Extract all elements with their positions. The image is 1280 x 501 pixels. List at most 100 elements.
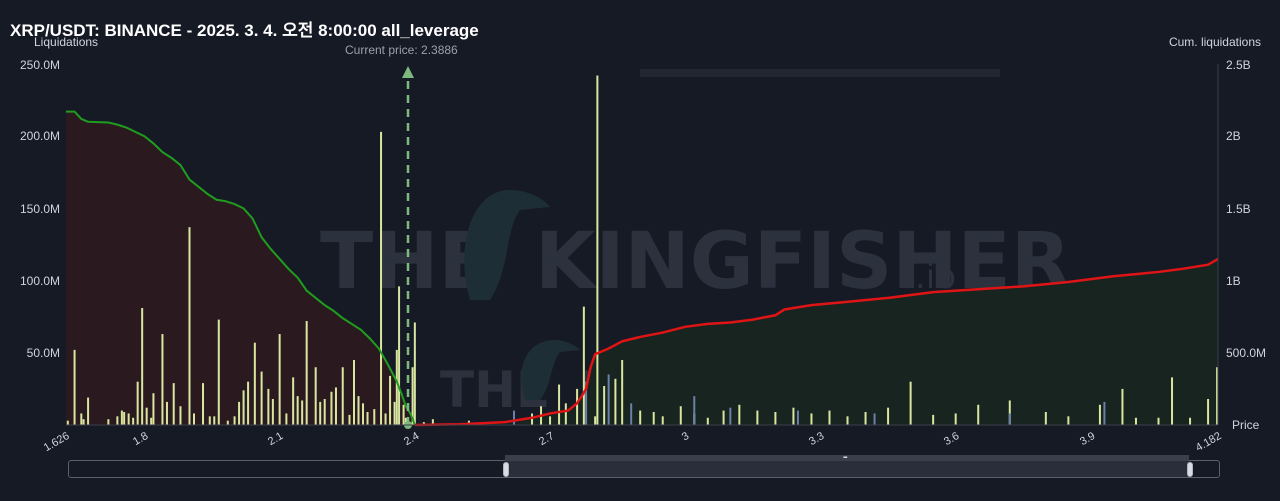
liquidation-bar [362, 403, 365, 425]
liquidation-bar [217, 319, 220, 425]
liquidation-bar [1207, 399, 1210, 425]
right-tick: 2B [1226, 129, 1241, 143]
liquidation-bar [722, 410, 725, 425]
liquidation-bar [810, 413, 813, 425]
liquidation-bar [193, 413, 195, 425]
liquidation-bar [373, 409, 376, 425]
liquidation-bar [576, 388, 579, 425]
liquidation-bar [267, 388, 270, 425]
liquidation-bar [402, 404, 405, 425]
liquidation-bar [558, 384, 561, 425]
liquidation-bar [1157, 417, 1160, 425]
liquidation-bar [873, 413, 876, 425]
liquidation-bar [582, 306, 585, 425]
liquidation-bar [165, 401, 168, 425]
liquidation-bar [213, 416, 216, 425]
liquidation-bar [341, 367, 344, 425]
right-tick: 1.5B [1226, 202, 1251, 216]
liquidation-bar [431, 419, 434, 425]
liquidation-bar [319, 401, 322, 425]
liquidation-bar [301, 400, 304, 425]
liquidation-bar [348, 414, 351, 425]
liquidation-bar [87, 397, 90, 425]
liquidation-bar [132, 417, 135, 425]
liquidation-bar [179, 406, 182, 425]
current-price-arrow-icon [402, 66, 414, 78]
liquidation-bar [323, 399, 326, 425]
liquidation-bar [127, 413, 130, 425]
range-handle-left[interactable] [503, 462, 509, 477]
range-scrollbar[interactable] [68, 460, 1220, 478]
liquidation-bar [247, 381, 250, 425]
liquidation-bar [1121, 388, 1124, 425]
liquidation-bar [1008, 400, 1011, 425]
liquidation-bar [395, 349, 398, 425]
liquidation-bar [296, 396, 299, 425]
short-cum-line [414, 257, 1219, 427]
liquidation-bar [188, 227, 191, 425]
liquidation-bar [285, 413, 288, 425]
liquidation-bar [1044, 412, 1047, 425]
range-selection[interactable] [506, 461, 1190, 477]
liquidation-bar [864, 412, 867, 425]
watermark-text-large: THE [320, 217, 492, 307]
liquidation-bar [796, 410, 799, 425]
liquidation-bar [630, 403, 633, 425]
left-tick: 250.0M [19, 58, 60, 72]
liquidation-bar [357, 396, 360, 425]
liquidation-bar [594, 416, 597, 425]
liquidation-bar [398, 286, 401, 425]
liquidation-bar [846, 416, 849, 425]
x-axis-title: Price [1232, 418, 1260, 432]
range-grip-bar[interactable] [505, 455, 1189, 461]
liquidation-bar [1134, 417, 1137, 425]
liquidation-bar [238, 401, 241, 425]
liquidation-bar [792, 407, 795, 425]
liquidation-bar [1216, 367, 1219, 425]
liquidation-bar [585, 381, 588, 425]
liquidation-bar [1008, 413, 1011, 425]
range-handle-right[interactable] [1187, 462, 1193, 477]
liquidation-bar [107, 419, 110, 425]
liquidation-bar [145, 407, 148, 425]
liquidation-bar [1171, 377, 1174, 425]
right-tick: 2.5B [1226, 58, 1251, 72]
liquidation-bar [607, 374, 610, 425]
liquidation-bar [1067, 416, 1070, 425]
kingfisher-bird-icon [464, 190, 550, 300]
liquidation-bar [531, 413, 534, 425]
liquidation-bar [738, 404, 741, 425]
liquidation-bar [136, 381, 139, 425]
liquidation-bar [887, 407, 890, 425]
liquidation-bar [729, 407, 732, 425]
current-price-label: Current price: 2.3886 [345, 43, 458, 57]
liquidation-bar [292, 377, 295, 425]
liquidation-bar [621, 360, 624, 425]
liquidation-bar [756, 410, 759, 425]
liquidation-bar [639, 410, 642, 425]
liquidation-bar [393, 401, 396, 425]
liquidation-bar [661, 416, 664, 425]
liquidation-bar [233, 416, 236, 425]
liquidation-bar [954, 413, 957, 425]
liquidation-bar [366, 412, 369, 425]
liquidation-bar [120, 410, 123, 425]
redacted-overlay [640, 69, 1000, 77]
left-tick: 150.0M [19, 202, 60, 216]
grip-icon[interactable]: ▪▪▪ [843, 455, 848, 461]
liquidation-bar [384, 413, 387, 425]
liquidation-bar [614, 378, 617, 425]
liquidation-bar [1098, 404, 1101, 425]
liquidation-bar [172, 383, 175, 425]
liquidation-bar [150, 417, 153, 425]
liquidation-bar [603, 386, 606, 425]
liquidation-bar [828, 410, 831, 425]
liquidation-bar [977, 404, 980, 425]
liquidation-bar [411, 367, 414, 425]
liquidation-bar [404, 417, 407, 425]
right-tick: 500.0M [1226, 346, 1267, 360]
left-tick: 100.0M [19, 274, 60, 288]
left-axis-title: Liquidations [34, 35, 99, 49]
liquidation-bar [161, 334, 164, 425]
liquidation-bar [116, 416, 119, 425]
